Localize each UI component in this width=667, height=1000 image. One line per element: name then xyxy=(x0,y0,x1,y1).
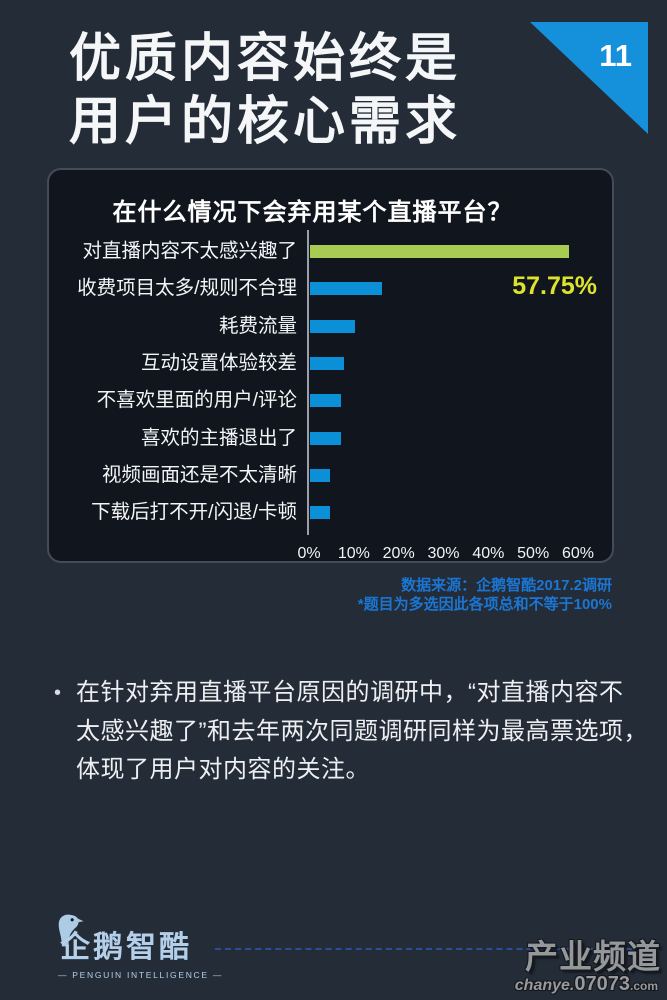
x-tick-label: 0% xyxy=(297,545,321,562)
penguin-intelligence-logo: 企鹅智酷 — PENGUIN INTELLIGENCE — xyxy=(56,914,224,980)
category-label: 视频画面还是不太清晰 xyxy=(101,463,297,486)
logo-english-text: — PENGUIN INTELLIGENCE — xyxy=(58,970,224,980)
bar-1 xyxy=(310,282,382,296)
chart-panel: 在什么情况下会弃用某个直播平台？ 对直播内容不太感兴趣了 收费项目太多/规则不合理… xyxy=(47,168,614,563)
commentary-line-1: 在针对弃用直播平台原因的调研中，“对直播内容不 xyxy=(76,679,624,706)
x-tick-label: 10% xyxy=(337,545,370,562)
x-tick-label: 50% xyxy=(517,545,550,562)
commentary: • 在针对弃用直播平台原因的调研中，“对直播内容不 太感兴趣了”和去年两次同题调… xyxy=(54,674,648,790)
category-label: 对直播内容不太感兴趣了 xyxy=(82,240,297,262)
category-label: 不喜欢里面的用户/评论 xyxy=(96,389,297,412)
category-label: 喜欢的主播退出了 xyxy=(140,426,297,449)
x-tick-label: 20% xyxy=(382,545,415,562)
channel-watermark: 产业频道 chanye.07073.com xyxy=(515,939,661,996)
y-axis-line xyxy=(307,230,309,535)
bullet-point: • xyxy=(54,682,62,704)
bar-6 xyxy=(310,468,331,482)
page-title-line-1: 优质内容始终是 xyxy=(69,30,462,88)
bar-4 xyxy=(310,394,342,408)
bar-5 xyxy=(310,431,342,445)
x-tick-label: 40% xyxy=(472,545,505,562)
commentary-line-2: 太感兴趣了”和去年两次同题调研同样为最高票选项， xyxy=(76,717,649,745)
x-tick-label: 30% xyxy=(427,545,460,562)
bar-3 xyxy=(310,356,344,370)
bar-7 xyxy=(310,506,331,520)
source-line-2: *题目为多选因此各项总和不等于100% xyxy=(357,596,612,613)
commentary-line-3: 体现了用户对内容的关注。 xyxy=(76,756,371,784)
watermark-chinese-text: 产业频道 xyxy=(525,938,661,975)
penguin-icon xyxy=(58,914,84,947)
watermark-url-number: 07073 xyxy=(574,973,630,995)
category-label: 互动设置体验较差 xyxy=(140,351,297,374)
footer-dashed-divider xyxy=(215,948,633,950)
chart-title: 在什么情况下会弃用某个直播平台？ xyxy=(112,199,513,226)
watermark-url-tld: .com xyxy=(629,979,658,993)
logo-chinese-text: 企鹅智酷 xyxy=(60,931,192,964)
category-label: 耗费流量 xyxy=(218,314,297,337)
highlight-value-label: 57.75% xyxy=(512,272,597,300)
commentary-text: 在针对弃用直播平台原因的调研中，“对直播内容不 太感兴趣了”和去年两次同题调研同… xyxy=(76,674,648,790)
page-number: 11 xyxy=(599,38,632,73)
bar-2 xyxy=(310,319,355,333)
page-title-line-2: 用户的核心需求 xyxy=(69,93,462,151)
page-title: 优质内容始终是 用户的核心需求 xyxy=(69,28,461,154)
data-source-note: 数据来源：企鹅智酷2017.2调研 *题目为多选因此各项总和不等于100% xyxy=(358,576,612,614)
watermark-url-script: chanye. xyxy=(514,977,575,994)
bar-0 xyxy=(310,245,569,258)
category-label: 收费项目太多/规则不合理 xyxy=(77,277,297,300)
category-label: 下载后打不开/闪退/卡顿 xyxy=(91,501,297,524)
x-tick-label: 60% xyxy=(561,545,595,562)
watermark-url: chanye.07073.com xyxy=(515,973,661,996)
page-number-ribbon: 11 xyxy=(530,22,648,134)
source-line-1: 数据来源：企鹅智酷2017.2调研 xyxy=(401,577,612,594)
